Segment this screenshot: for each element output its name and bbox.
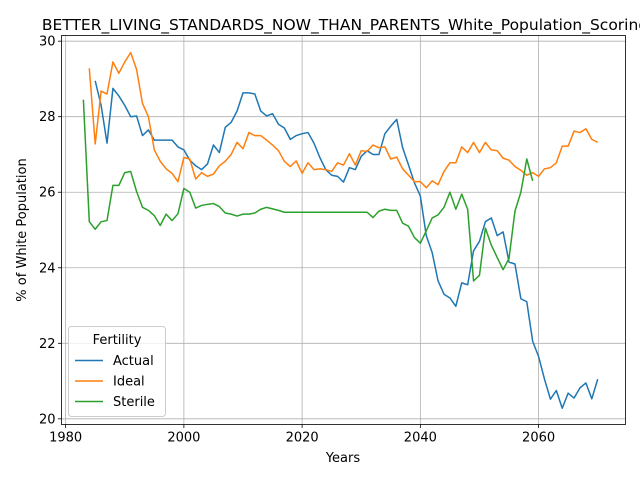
x-tick-label: 2000: [167, 431, 200, 446]
legend-label-actual: Actual: [113, 354, 154, 369]
series-line-sterile: [82, 99, 534, 282]
axis-ticks: 1980 2000 2020 2040 2060 20 22 24 26 28 30: [39, 35, 555, 446]
series-line-ideal: [88, 51, 599, 189]
y-tick-label: 22: [39, 337, 56, 352]
x-tick-label: 2060: [522, 431, 555, 446]
x-tick-label: 2020: [286, 431, 319, 446]
legend: Fertility Actual Ideal Sterile: [68, 326, 166, 417]
y-axis-label: % of White Population: [15, 158, 30, 301]
x-tick-label: 1980: [49, 431, 82, 446]
legend-label-ideal: Ideal: [113, 375, 145, 390]
plot-frame: [61, 35, 626, 425]
y-tick-label: 30: [39, 35, 56, 50]
y-tick-label: 28: [39, 110, 56, 125]
chart-title: BETTER_LIVING_STANDARDS_NOW_THAN_PARENTS…: [42, 16, 640, 35]
legend-box: [68, 326, 166, 417]
y-tick-label: 24: [39, 261, 56, 276]
series-lines: [82, 51, 599, 410]
y-tick-label: 26: [39, 186, 56, 201]
legend-label-sterile: Sterile: [113, 395, 155, 410]
series-line-actual: [94, 80, 599, 410]
x-axis-label: Years: [325, 451, 361, 466]
y-tick-label: 20: [39, 412, 56, 427]
legend-title: Fertility: [93, 333, 142, 348]
x-tick-label: 2040: [404, 431, 437, 446]
